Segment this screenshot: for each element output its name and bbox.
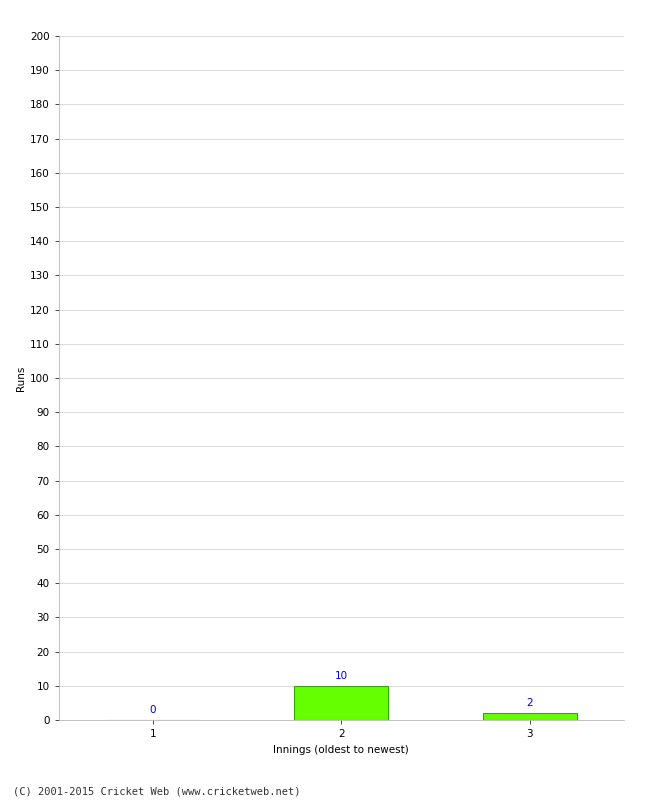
Text: (C) 2001-2015 Cricket Web (www.cricketweb.net): (C) 2001-2015 Cricket Web (www.cricketwe… — [13, 786, 300, 796]
Text: 2: 2 — [526, 698, 533, 708]
Bar — [482, 713, 577, 720]
Text: 10: 10 — [335, 670, 348, 681]
Y-axis label: Runs: Runs — [16, 366, 25, 390]
X-axis label: Innings (oldest to newest): Innings (oldest to newest) — [274, 745, 409, 754]
Bar — [294, 686, 389, 720]
Text: 0: 0 — [150, 705, 156, 715]
